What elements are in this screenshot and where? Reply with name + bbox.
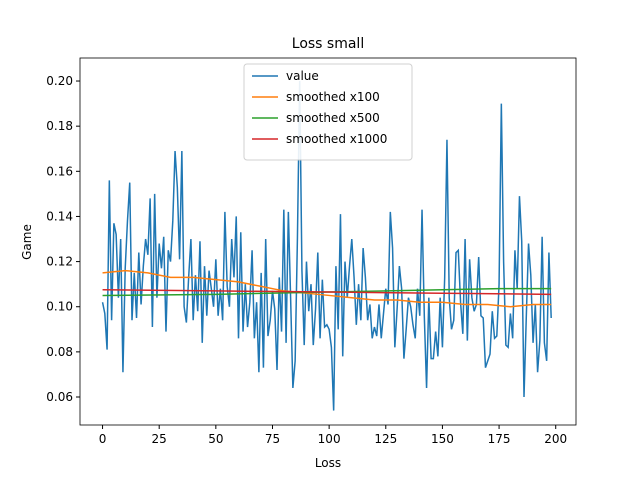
x-tick-label: 175	[488, 432, 511, 446]
legend-label: smoothed x1000	[286, 132, 387, 146]
y-tick-label: 0.08	[46, 345, 73, 359]
x-tick-label: 150	[431, 432, 454, 446]
plot-frame	[79, 57, 577, 426]
x-tick-label: 25	[152, 432, 167, 446]
x-axis-label: Loss	[315, 456, 341, 470]
legend-label: smoothed x100	[286, 90, 380, 104]
y-tick-label: 0.10	[46, 300, 73, 314]
x-tick-label: 50	[208, 432, 223, 446]
chart-title: Loss small	[292, 36, 364, 52]
y-tick-label: 0.16	[46, 164, 73, 178]
y-axis-label: Game	[20, 224, 34, 260]
y-tick-label: 0.14	[46, 209, 73, 223]
x-tick-label: 200	[544, 432, 567, 446]
series-line	[102, 269, 552, 308]
x-tick-label: 0	[99, 432, 107, 446]
x-tick-label: 100	[318, 432, 341, 446]
x-tick-label: 75	[265, 432, 280, 446]
series-line	[102, 289, 552, 296]
y-tick-label: 0.18	[46, 119, 73, 133]
legend-label: smoothed x500	[286, 111, 380, 125]
legend-box	[243, 63, 413, 161]
y-tick-label: 0.06	[46, 390, 73, 404]
y-tick-label: 0.20	[46, 74, 73, 88]
series-line	[102, 287, 552, 297]
x-tick-label: 125	[374, 432, 397, 446]
legend-label: value	[286, 69, 319, 83]
y-tick-label: 0.12	[46, 255, 73, 269]
